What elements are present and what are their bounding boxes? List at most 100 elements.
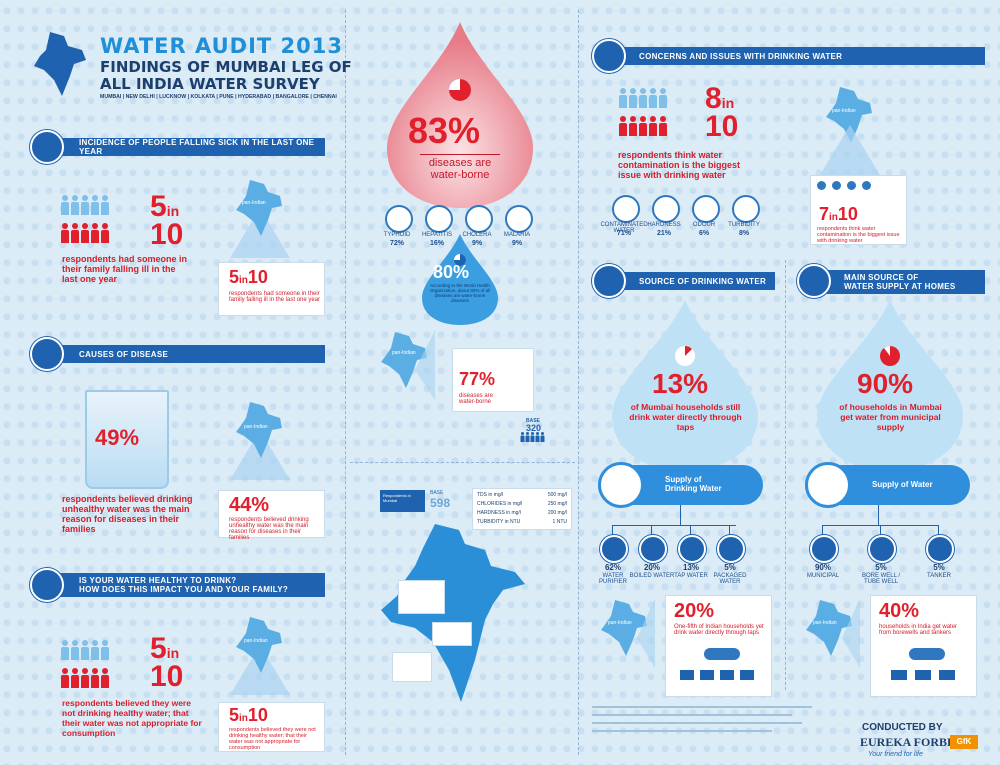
base-people	[520, 432, 545, 442]
pan-box-waterborne: 77% diseases are water-borne	[452, 348, 534, 412]
stat-label: TYPHOID	[383, 232, 411, 238]
tree-line	[880, 525, 881, 535]
source-icon	[600, 535, 628, 563]
stat-pct: 6%	[698, 230, 710, 237]
source-label: TAP WATER	[674, 573, 708, 579]
tree-line	[878, 505, 879, 525]
waterborne-label: diseases are water-borne	[420, 154, 500, 181]
tree-line	[680, 505, 681, 525]
source-icon	[868, 535, 896, 563]
pan-box-causes: 44% respondents believed drinking unheal…	[218, 490, 325, 541]
pan-india-map-source	[601, 598, 655, 668]
stat-label: CONTAMINATED WATER	[600, 222, 648, 234]
stat-pct: 8%	[738, 230, 750, 237]
india-map-icon	[34, 32, 86, 96]
source-label: PACKAGED WATER	[713, 573, 747, 585]
section-bar-causes: CAUSES OF DISEASE	[45, 345, 325, 363]
stat-label: TURBIDITY	[728, 222, 760, 228]
source-label: MUNICIPAL	[806, 573, 840, 579]
stat-circle	[612, 195, 640, 223]
healthy-text: respondents believed they were not drink…	[62, 698, 202, 738]
sick-big-den: 10	[150, 218, 184, 251]
stat-pct: 71%	[616, 230, 631, 237]
source-icon	[717, 535, 745, 563]
concerns-big-num: 8in	[705, 82, 735, 115]
source-label: BORE WELL / TUBE WELL	[861, 573, 901, 585]
tree-line	[729, 525, 730, 535]
stat-label: MALARIA	[503, 232, 531, 238]
section-bar-supply: MAIN SOURCE OF WATER SUPPLY AT HOMES	[810, 270, 985, 294]
red-drop	[387, 22, 533, 208]
pan-box-supply: 40% households in India get water from b…	[870, 595, 977, 697]
tree-line	[612, 525, 613, 535]
source-icon	[810, 535, 838, 563]
pan-india-map-concerns	[820, 87, 880, 175]
cities-list: MUMBAI | NEW DELHI | LUCKNOW | KOLKATA |…	[100, 94, 337, 100]
india-map	[381, 524, 525, 702]
blue-drop-supply	[817, 300, 963, 471]
stat-label: CHOLERA	[462, 232, 492, 238]
stat-pct: 21%	[656, 230, 671, 237]
brand-tagline: Your friend for life	[868, 751, 923, 758]
blue-drop-source	[612, 300, 758, 471]
pan-box-healthy: 5in10 respondents believed they were not…	[218, 702, 325, 752]
base-value: 320	[526, 423, 542, 433]
respondents-label-box: Respondents in Mumbai	[380, 490, 425, 512]
stat-pct: 9%	[511, 240, 523, 247]
stat-circle	[385, 205, 413, 233]
subtitle-line2: ALL INDIA WATER SURVEY	[100, 75, 320, 93]
pan-label: pan-Indian	[813, 620, 837, 626]
supply-drinking-label: Supply of Drinking Water	[665, 475, 722, 493]
concern-person-icon	[592, 39, 626, 73]
pan-india-map-sick	[230, 180, 290, 258]
concerns-text: respondents think water contamination is…	[618, 150, 741, 180]
pan-label: pan-Indian	[608, 620, 632, 626]
causes-text: respondents believed drinking unhealthy …	[62, 494, 193, 534]
water-glass	[85, 390, 169, 489]
source-icon	[678, 535, 706, 563]
source-pct: 62%	[604, 563, 621, 572]
map-base-value: 598	[430, 496, 451, 510]
faucet-icon	[797, 264, 831, 298]
base-label: BASE	[526, 418, 540, 424]
people-row-light	[60, 195, 110, 215]
map-callout-1	[398, 580, 445, 614]
people-row-red	[60, 223, 110, 243]
pan-india-map-supply	[806, 598, 860, 668]
column-divider	[345, 10, 346, 755]
tree-line	[938, 525, 939, 535]
source-icon	[639, 535, 667, 563]
source-label: BOILED WATER	[629, 573, 675, 579]
map-callout-3	[392, 652, 432, 682]
healthy-big-num: 5in	[150, 632, 180, 665]
brand-name: EUREKA FORBES	[860, 735, 962, 749]
tree-line	[822, 525, 823, 535]
tree-line	[612, 525, 736, 526]
people-row-light	[60, 640, 110, 660]
stat-label: HARDNESS	[647, 222, 681, 228]
people-row-red	[60, 668, 110, 688]
water-drop-icon	[30, 568, 64, 602]
source-icon	[926, 535, 954, 563]
people-row-light	[618, 88, 668, 108]
section-bar-concerns: CONCERNS AND ISSUES WITH DRINKING WATER	[605, 47, 985, 65]
pan-box-sick: 5in10 respondents had someone in their f…	[218, 262, 325, 316]
stat-circle	[652, 195, 680, 223]
conducted-by: CONDUCTED BY	[862, 722, 943, 733]
pan-box-concerns: 7in10 respondents think water contaminat…	[810, 175, 907, 245]
source-pct: 5%	[724, 563, 736, 572]
stat-circle	[465, 205, 493, 233]
source-pct: 5%	[875, 563, 887, 572]
pan-label: pan-Indian	[244, 424, 268, 430]
stat-pct: 16%	[429, 240, 444, 247]
source-pct: 13%	[652, 368, 709, 399]
map-callout-2	[432, 622, 472, 646]
tap-icon	[592, 264, 626, 298]
subtitle-line1: FINDINGS OF MUMBAI LEG OF	[100, 58, 352, 76]
stat-label: ODOUR	[692, 222, 716, 228]
map-legend: TDS in mg/l 500 mg/l CHLORIDES in mg/l 250 …	[472, 488, 572, 530]
pan-label: pan-Indian	[832, 108, 856, 114]
legend-row: CHLORIDES in mg/l 250 mg/l	[477, 501, 567, 507]
stat-circle	[692, 195, 720, 223]
causes-pct: 49%	[95, 425, 140, 450]
